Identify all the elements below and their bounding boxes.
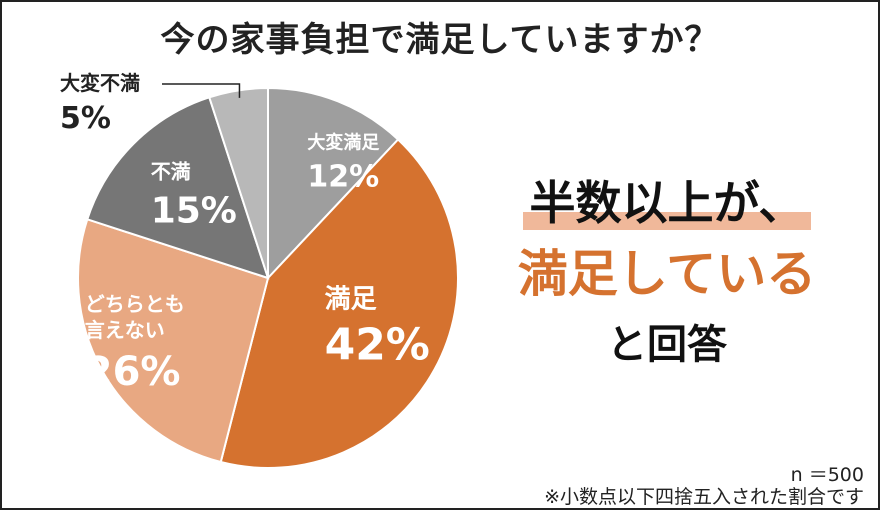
slice-label-0-0: 大変満足: [307, 131, 379, 153]
pie-slice-1: [219, 138, 459, 469]
slice-value-4: 5%: [60, 101, 111, 136]
slice-value-2: 26%: [85, 349, 181, 395]
pie-slice-4: [208, 86, 269, 279]
slice-label-3-0: 不満: [151, 160, 191, 184]
sample-size-note: n ＝500: [790, 464, 864, 486]
slice-value-1: 42%: [325, 320, 430, 371]
pie-slice-0: [267, 86, 400, 281]
chart-title: 今の家事負担で満足していますか？: [160, 20, 720, 60]
slice-value-0: 12%: [307, 159, 379, 194]
slice-label-2-0: どちらとも: [85, 292, 185, 316]
headline-line-1: 半数以上が、: [472, 167, 862, 233]
slice-label-2-1: 言えない: [85, 318, 165, 342]
slice-label-1-0: 満足: [325, 285, 377, 315]
slice-label-4-0: 大変不満: [60, 71, 140, 95]
headline-line-3: と回答: [607, 322, 727, 368]
pie-slice-3: [86, 96, 270, 280]
headline-highlight: 半数以上が、: [523, 176, 811, 230]
leader-line: [162, 83, 241, 98]
slice-value-3: 15%: [151, 191, 237, 232]
pie-slice-2: [77, 218, 270, 464]
rounding-note: ※小数点以下四捨五入された割合です: [544, 486, 864, 508]
headline-line-2: 満足している: [517, 245, 817, 303]
